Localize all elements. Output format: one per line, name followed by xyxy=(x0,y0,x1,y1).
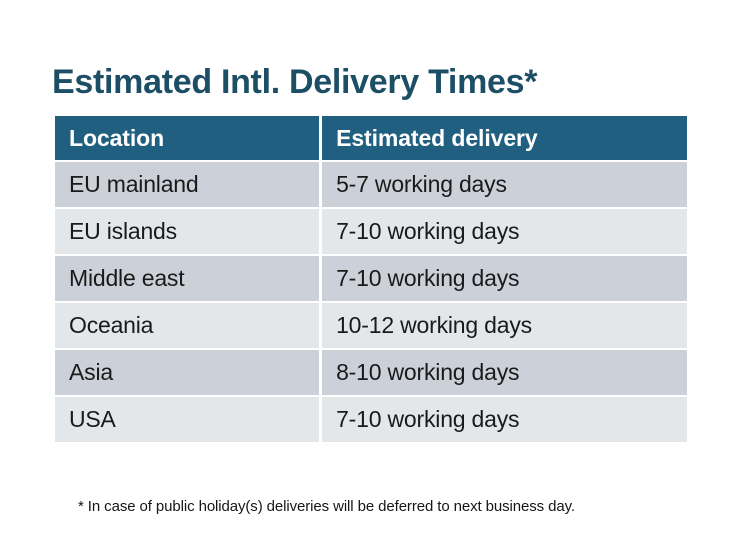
cell-delivery: 7-10 working days xyxy=(322,256,687,301)
table-header: Location Estimated delivery xyxy=(55,116,687,160)
column-header-location: Location xyxy=(55,116,320,160)
cell-delivery: 7-10 working days xyxy=(322,397,687,442)
table-row: Oceania 10-12 working days xyxy=(55,303,687,348)
table-header-row: Location Estimated delivery xyxy=(55,116,687,160)
delivery-times-table: Location Estimated delivery EU mainland … xyxy=(52,114,690,444)
table-row: Middle east 7-10 working days xyxy=(55,256,687,301)
table-row: USA 7-10 working days xyxy=(55,397,687,442)
page-title: Estimated Intl. Delivery Times* xyxy=(52,62,538,101)
table-body: EU mainland 5-7 working days EU islands … xyxy=(55,162,687,442)
cell-location: Oceania xyxy=(55,303,320,348)
cell-delivery: 5-7 working days xyxy=(322,162,687,207)
cell-location: USA xyxy=(55,397,320,442)
cell-location: Asia xyxy=(55,350,320,395)
footnote: * In case of public holiday(s) deliverie… xyxy=(78,498,575,515)
cell-delivery: 10-12 working days xyxy=(322,303,687,348)
column-header-estimated-delivery: Estimated delivery xyxy=(322,116,687,160)
table-row: EU islands 7-10 working days xyxy=(55,209,687,254)
table-row: Asia 8-10 working days xyxy=(55,350,687,395)
cell-delivery: 8-10 working days xyxy=(322,350,687,395)
cell-location: Middle east xyxy=(55,256,320,301)
cell-location: EU islands xyxy=(55,209,320,254)
table-row: EU mainland 5-7 working days xyxy=(55,162,687,207)
cell-location: EU mainland xyxy=(55,162,320,207)
cell-delivery: 7-10 working days xyxy=(322,209,687,254)
